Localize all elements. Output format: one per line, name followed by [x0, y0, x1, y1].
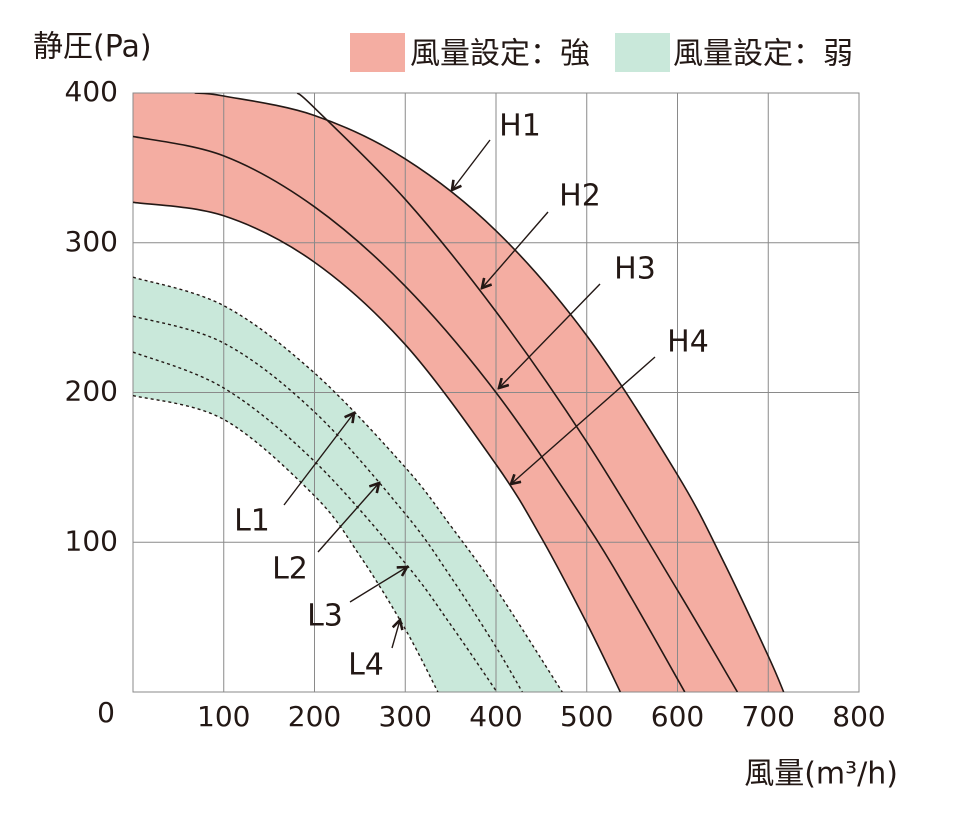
- legend-label: 風量設定：強: [410, 37, 590, 72]
- curve: [133, 315, 523, 692]
- curve: [296, 93, 739, 692]
- legend-swatch: [615, 33, 670, 72]
- annotation-arrow: [482, 211, 549, 288]
- series-label: L3: [307, 599, 343, 634]
- band-area: [133, 277, 563, 692]
- legend-swatch: [350, 33, 405, 72]
- curve: [133, 201, 622, 692]
- series-label: H1: [499, 109, 541, 144]
- annotation-arrow: [499, 283, 601, 388]
- series-label: L1: [234, 504, 270, 539]
- y-tick-label: 200: [65, 375, 118, 408]
- series-label: L4: [348, 648, 384, 683]
- series-label: H2: [559, 179, 601, 214]
- y-tick-label: 400: [65, 75, 118, 108]
- curve: [133, 351, 498, 692]
- x-tick-label: 300: [379, 700, 432, 733]
- x-tick-label: 700: [742, 700, 795, 733]
- y-tick-label: 100: [65, 524, 118, 557]
- x-tick-label: 400: [469, 700, 522, 733]
- series-label: H4: [667, 325, 709, 360]
- x-axis-title: 風量(m³/h): [744, 757, 898, 792]
- annotation-arrow: [283, 413, 354, 506]
- foreground: 100 200 300 400 500 600 700 800 0 100 200 300 400 H1 H…: [65, 33, 886, 733]
- x-tick-label: 100: [197, 700, 250, 733]
- x-tick-label: 800: [832, 700, 885, 733]
- x-tick-label: 500: [560, 700, 613, 733]
- x-tick-label: 200: [288, 700, 341, 733]
- series-label: L2: [272, 552, 308, 587]
- y-tick-label: 0: [97, 696, 115, 729]
- x-tick-label: 600: [651, 700, 704, 733]
- curve: [194, 93, 785, 692]
- y-tick-label: 300: [65, 225, 118, 258]
- curves: [133, 93, 785, 692]
- annotation-arrow: [349, 567, 407, 603]
- annotation-arrow: [511, 356, 656, 484]
- series-label: H3: [614, 252, 656, 287]
- legend-label: 風量設定：弱: [673, 37, 853, 72]
- y-axis-title: 静圧(Pa): [33, 30, 152, 65]
- curve: [133, 135, 686, 692]
- annotation-arrow: [391, 620, 400, 649]
- plot-frame: [132, 92, 860, 693]
- annotation-arrow: [317, 483, 379, 553]
- annotation-arrow: [452, 139, 491, 190]
